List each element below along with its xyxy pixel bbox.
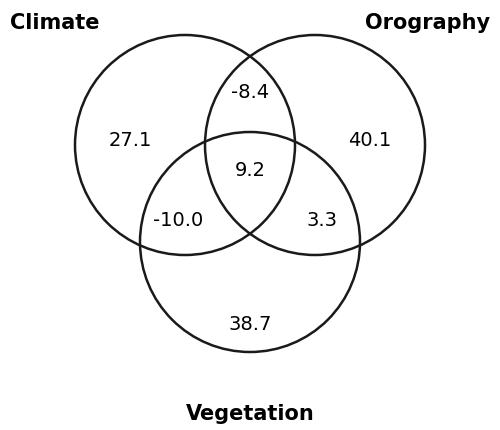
Text: -10.0: -10.0: [153, 211, 203, 230]
Text: 40.1: 40.1: [348, 130, 392, 150]
Text: 27.1: 27.1: [108, 130, 152, 150]
Text: 3.3: 3.3: [306, 211, 338, 230]
Text: Climate: Climate: [10, 13, 100, 33]
Text: Vegetation: Vegetation: [186, 403, 314, 424]
Text: 9.2: 9.2: [234, 160, 266, 179]
Text: 38.7: 38.7: [228, 316, 272, 335]
Text: -8.4: -8.4: [231, 83, 269, 101]
Text: Orography: Orography: [365, 13, 490, 33]
